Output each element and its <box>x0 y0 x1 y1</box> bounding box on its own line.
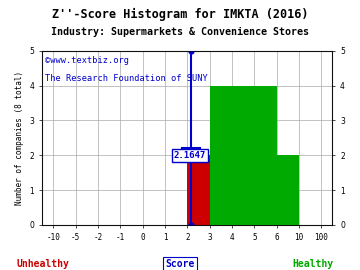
Text: Healthy: Healthy <box>293 259 334 269</box>
Text: The Research Foundation of SUNY: The Research Foundation of SUNY <box>45 73 208 83</box>
Text: 2.1647: 2.1647 <box>174 151 206 160</box>
Text: Z''-Score Histogram for IMKTA (2016): Z''-Score Histogram for IMKTA (2016) <box>52 8 308 21</box>
Bar <box>276 155 299 225</box>
Text: Score: Score <box>165 259 195 269</box>
Bar <box>187 155 210 225</box>
Text: ©www.textbiz.org: ©www.textbiz.org <box>45 56 129 65</box>
Bar <box>210 86 276 225</box>
Y-axis label: Number of companies (8 total): Number of companies (8 total) <box>15 71 24 205</box>
Text: Unhealthy: Unhealthy <box>17 259 69 269</box>
Text: Industry: Supermarkets & Convenience Stores: Industry: Supermarkets & Convenience Sto… <box>51 27 309 37</box>
